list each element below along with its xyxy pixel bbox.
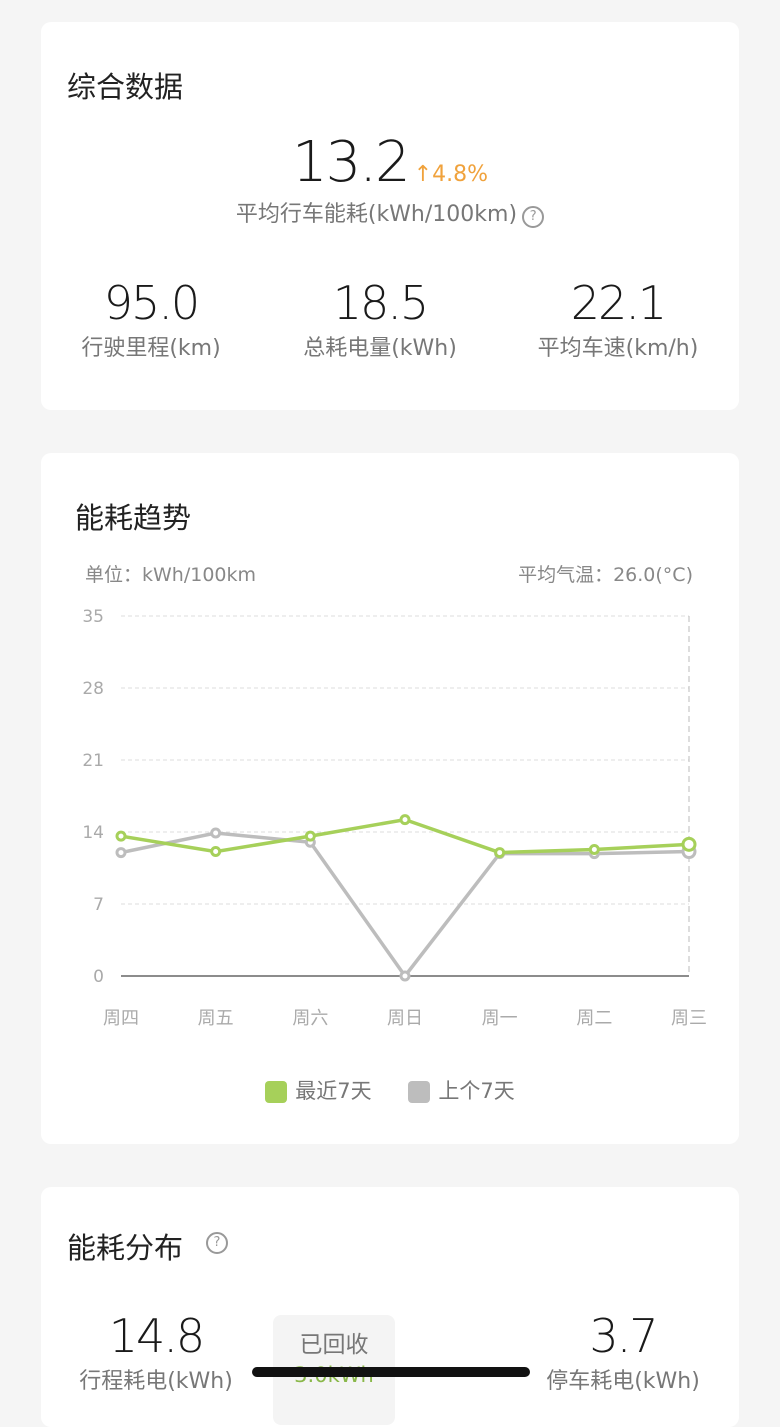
stat-energy: 18.5 总耗电量(kWh)	[270, 276, 490, 362]
trip-consumption: 14.8 行程耗电(kWh)	[46, 1309, 266, 1395]
series-line	[120, 831, 690, 979]
y-tick-label: 0	[93, 967, 104, 987]
data-point	[681, 836, 697, 852]
temp-label: 平均气温：26.0(°C)	[518, 564, 693, 586]
y-tick-label: 28	[82, 679, 104, 699]
summary-card: 综合数据 13.2 ↑4.8% 平均行车能耗(kWh/100km) ? 95.0…	[41, 22, 739, 410]
chart-legend: 最近7天 上个7天	[41, 1075, 739, 1105]
stat-label: 平均车速(km/h)	[537, 336, 699, 361]
data-point	[399, 814, 411, 826]
x-tick-label: 周一	[482, 1008, 518, 1029]
stat-distance: 95.0 行驶里程(km)	[41, 276, 261, 362]
home-indicator[interactable]	[252, 1367, 530, 1377]
help-icon[interactable]: ?	[206, 1232, 228, 1254]
summary-title: 综合数据	[67, 70, 184, 104]
x-tick-label: 周五	[198, 1008, 234, 1029]
avg-consumption-label: 平均行车能耗(kWh/100km)	[235, 202, 518, 227]
y-tick-label: 14	[82, 823, 104, 843]
main-metric: 13.2 ↑4.8%	[41, 130, 739, 195]
legend-label: 最近7天	[295, 1079, 372, 1103]
x-tick-label: 周二	[576, 1008, 612, 1029]
change-value: 4.8%	[432, 162, 489, 187]
change-up-icon: ↑	[413, 162, 433, 187]
unit-label: 单位：kWh/100km	[85, 564, 257, 586]
y-tick-label: 21	[82, 751, 104, 771]
data-point	[115, 830, 127, 842]
stat-label: 停车耗电(kWh)	[546, 1369, 700, 1394]
stat-value: 14.8	[108, 1309, 205, 1363]
y-tick-label: 7	[93, 895, 104, 915]
data-point	[210, 846, 222, 858]
stat-label: 行程耗电(kWh)	[79, 1369, 233, 1394]
legend-label: 上个7天	[438, 1079, 515, 1103]
trend-chart: 0 7 14 21 28 35 周四 周五 周六 周日 周一 周二 周三	[82, 607, 707, 1029]
stat-value: 18.5	[332, 276, 429, 330]
dist-title: 能耗分布	[67, 1231, 184, 1265]
help-icon[interactable]: ?	[522, 205, 545, 228]
legend-previous[interactable]: 上个7天	[408, 1079, 515, 1103]
data-point	[304, 830, 316, 842]
data-point	[399, 970, 411, 982]
trend-card: 能耗趋势 单位：kWh/100km 平均气温：26.0(°C) 0 7 14 21 28…	[41, 453, 739, 1144]
x-tick-label: 周日	[387, 1008, 423, 1029]
stat-label: 总耗电量(kWh)	[303, 336, 457, 361]
y-tick-label: 35	[82, 607, 104, 627]
x-tick-label: 周三	[671, 1008, 707, 1029]
stat-value: 3.7	[589, 1309, 658, 1363]
x-tick-label: 周四	[103, 1008, 139, 1029]
legend-swatch-icon	[265, 1081, 288, 1103]
data-point	[210, 827, 222, 839]
legend-swatch-icon	[408, 1081, 431, 1103]
recovered-label: 已回收	[299, 1332, 369, 1358]
trend-title: 能耗趋势	[75, 501, 192, 535]
avg-consumption-value: 13.2	[291, 130, 411, 195]
x-tick-label: 周六	[292, 1008, 328, 1029]
parking-consumption: 3.7 停车耗电(kWh)	[513, 1309, 733, 1395]
data-point	[494, 847, 506, 859]
stat-label: 行驶里程(km)	[81, 336, 221, 361]
stat-value: 22.1	[570, 276, 667, 330]
legend-recent[interactable]: 最近7天	[265, 1079, 372, 1103]
stat-value: 95.0	[103, 276, 200, 330]
data-point	[588, 843, 600, 855]
data-point	[115, 847, 127, 859]
stat-speed: 22.1 平均车速(km/h)	[508, 276, 728, 362]
